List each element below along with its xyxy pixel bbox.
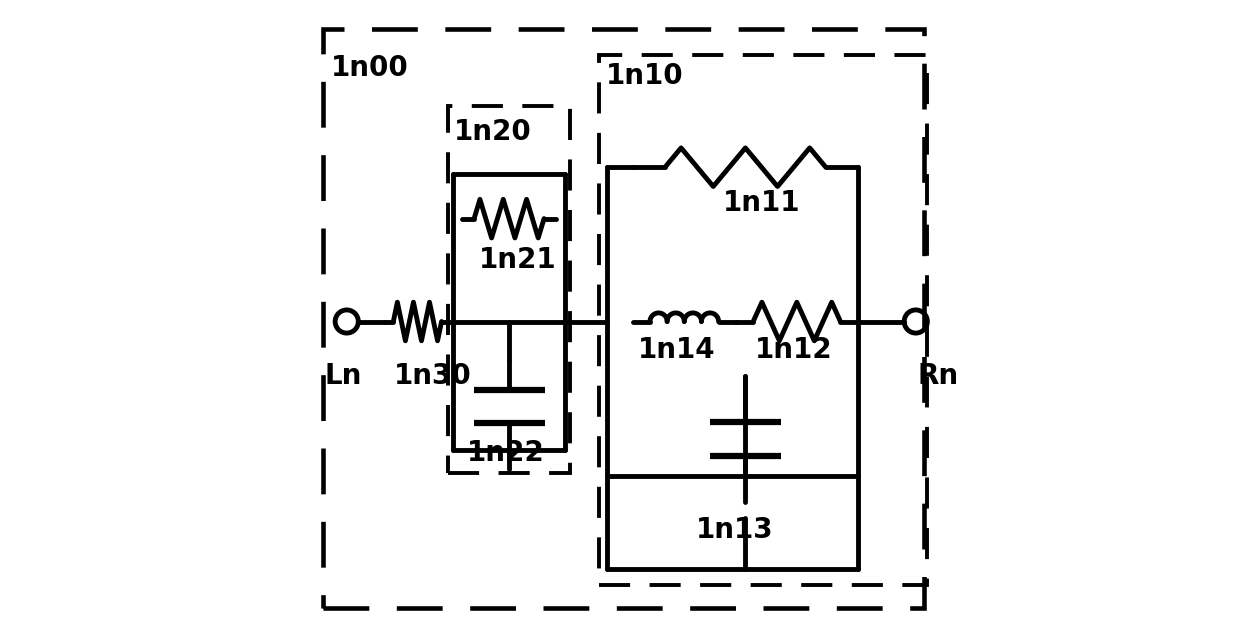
Text: 1n21: 1n21 [479, 246, 557, 275]
Text: 1n12: 1n12 [755, 336, 832, 365]
Text: Ln: Ln [324, 362, 362, 390]
Text: 1n13: 1n13 [696, 516, 774, 545]
Text: 1n10: 1n10 [606, 62, 683, 90]
Text: 1n11: 1n11 [723, 188, 800, 217]
Text: Rn: Rn [918, 362, 959, 390]
Text: 1n00: 1n00 [331, 53, 408, 82]
Text: 1n30: 1n30 [393, 362, 471, 390]
Text: 1n14: 1n14 [639, 336, 715, 365]
Text: 1n22: 1n22 [467, 439, 544, 467]
Text: 1n20: 1n20 [454, 118, 532, 146]
